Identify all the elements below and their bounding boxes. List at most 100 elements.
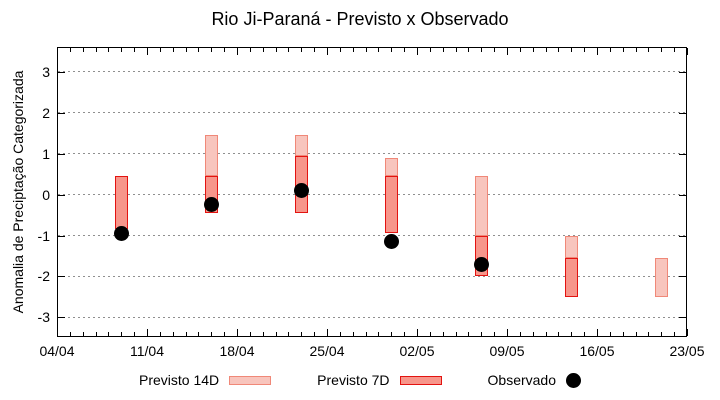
x-tick — [262, 48, 264, 52]
observado-dot — [473, 256, 489, 272]
previsto-14d-swatch — [229, 375, 272, 385]
x-tick — [262, 332, 264, 336]
x-tick — [558, 332, 560, 336]
x-tick — [82, 48, 84, 52]
y-tick — [679, 235, 686, 237]
x-tick — [95, 332, 97, 336]
x-tick-label: 09/05 — [489, 343, 525, 359]
y-tick — [679, 194, 686, 196]
y-tick-label: -3 — [37, 309, 50, 326]
x-tick — [442, 48, 444, 52]
x-tick — [558, 48, 560, 52]
legend-label-previsto-7d: Previsto 7D — [317, 372, 390, 388]
x-tick — [327, 48, 328, 55]
legend-item-previsto-7d: Previsto 7D — [317, 372, 442, 388]
x-tick — [211, 48, 213, 52]
x-tick — [481, 48, 483, 52]
x-tick — [172, 332, 174, 336]
x-tick — [571, 48, 573, 52]
x-tick — [519, 48, 521, 52]
forecast-14d-bar — [654, 258, 668, 297]
x-tick-label: 04/04 — [39, 343, 75, 359]
x-tick — [237, 329, 238, 336]
x-tick — [95, 48, 97, 52]
x-tick — [159, 48, 161, 52]
x-tick — [378, 332, 380, 336]
x-tick — [481, 332, 483, 336]
x-tick — [584, 332, 586, 336]
y-tick — [58, 276, 65, 278]
x-tick — [378, 48, 380, 52]
x-tick — [597, 329, 598, 336]
y-tick — [679, 71, 686, 73]
gridline — [58, 235, 686, 237]
y-tick-label: 3 — [42, 63, 50, 80]
x-tick — [198, 332, 200, 336]
x-tick — [69, 48, 71, 52]
y-tick — [679, 317, 686, 319]
x-tick — [545, 332, 547, 336]
forecast-14d-bar — [564, 235, 578, 259]
legend-label-previsto-14d: Previsto 14D — [139, 372, 220, 388]
x-tick — [108, 332, 110, 336]
x-tick — [134, 48, 136, 52]
x-tick — [288, 332, 290, 336]
x-tick — [494, 48, 496, 52]
y-tick — [679, 112, 686, 114]
x-tick — [365, 332, 367, 336]
x-tick — [224, 48, 226, 52]
y-tick-label: 2 — [42, 104, 50, 121]
x-tick — [365, 48, 367, 52]
x-tick — [185, 48, 187, 52]
x-tick — [57, 329, 58, 336]
x-tick — [417, 48, 418, 55]
forecast-14d-bar — [384, 157, 398, 177]
x-tick — [82, 332, 84, 336]
x-tick-label: 02/05 — [399, 343, 435, 359]
previsto-7d-swatch — [399, 375, 442, 385]
legend: Previsto 14D Previsto 7D Observado — [0, 372, 720, 388]
x-tick — [237, 48, 238, 55]
x-tick — [687, 48, 688, 55]
gridline — [58, 194, 686, 196]
x-tick — [275, 48, 277, 52]
gridline — [58, 71, 686, 73]
y-tick-label: 1 — [42, 145, 50, 162]
x-tick — [275, 332, 277, 336]
x-tick — [147, 48, 148, 55]
observado-dot — [293, 183, 309, 198]
x-tick — [622, 48, 624, 52]
x-tick — [635, 48, 637, 52]
x-tick — [635, 332, 637, 336]
forecast-14d-bar — [204, 135, 218, 177]
x-tick — [69, 332, 71, 336]
x-tick — [532, 48, 534, 52]
x-tick — [314, 332, 316, 336]
legend-item-previsto-14d: Previsto 14D — [139, 372, 272, 388]
x-tick — [314, 48, 316, 52]
x-tick — [327, 329, 328, 336]
x-tick — [455, 332, 457, 336]
x-tick — [339, 332, 341, 336]
x-tick — [159, 332, 161, 336]
x-tick — [172, 48, 174, 52]
x-tick — [494, 332, 496, 336]
x-tick — [185, 332, 187, 336]
observado-dot — [203, 197, 219, 213]
x-tick — [57, 48, 58, 55]
x-tick — [301, 332, 303, 336]
legend-item-observado: Observado — [488, 372, 581, 388]
x-tick-label: 18/04 — [219, 343, 255, 359]
y-tick — [679, 153, 686, 155]
x-tick — [339, 48, 341, 52]
x-tick — [507, 48, 508, 55]
y-tick-label: -2 — [37, 268, 50, 285]
x-tick — [648, 332, 650, 336]
x-tick-label: 23/05 — [669, 343, 705, 359]
x-tick — [352, 332, 354, 336]
observado-dot — [113, 225, 129, 241]
observado-dot-swatch — [566, 372, 581, 388]
x-tick — [301, 48, 303, 52]
gridline — [58, 275, 686, 277]
x-tick — [584, 48, 586, 52]
